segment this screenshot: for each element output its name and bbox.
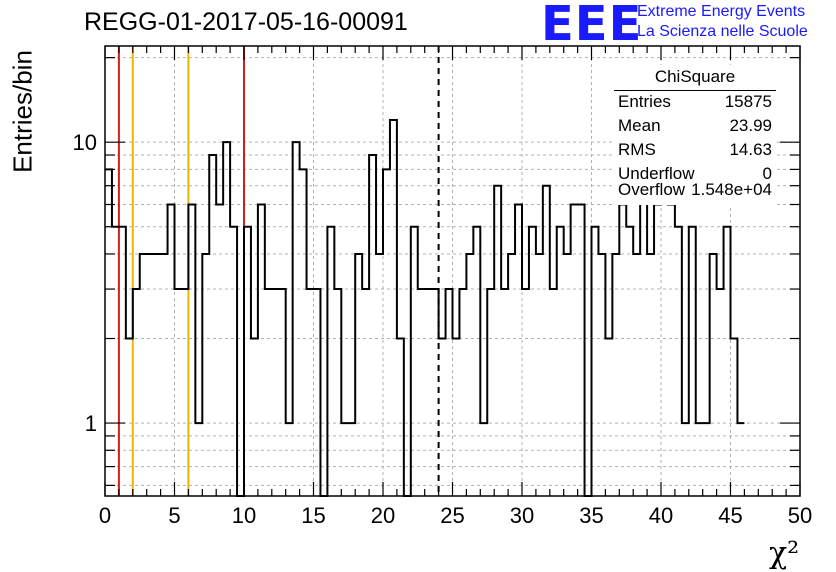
brand-line-1: Extreme Energy Events bbox=[637, 3, 806, 20]
grid-lines bbox=[105, 46, 800, 496]
stats-label: Underflow bbox=[618, 164, 695, 183]
stats-row-underflow: Underflow 0 bbox=[618, 164, 772, 188]
x-axis-label: χ² bbox=[769, 536, 800, 571]
x-tick-label: 50 bbox=[788, 503, 812, 528]
x-tick-label: 40 bbox=[649, 503, 673, 528]
x-tick-label: 10 bbox=[232, 503, 256, 528]
stats-value: 14.63 bbox=[729, 140, 772, 159]
y-tick-label: 1 bbox=[85, 411, 97, 436]
stats-label: RMS bbox=[618, 140, 656, 159]
brand-line-2: La Scienza nelle Scuole bbox=[637, 23, 808, 40]
chart-title: REGG-01-2017-05-16-00091 bbox=[84, 8, 408, 36]
y-axis-label: Entries/bin bbox=[7, 50, 38, 173]
x-tick-label: 20 bbox=[371, 503, 395, 528]
y-tick-label: 10 bbox=[73, 130, 97, 155]
x-tick-label: 5 bbox=[168, 503, 180, 528]
stats-divider bbox=[614, 90, 776, 91]
histogram-series bbox=[105, 118, 745, 497]
marker-lines bbox=[117, 46, 440, 496]
stats-title: ChiSquare bbox=[654, 67, 736, 86]
x-tick-label: 0 bbox=[99, 503, 111, 528]
stats-value: 15875 bbox=[724, 92, 772, 111]
stats-label: Overflow bbox=[618, 180, 686, 199]
x-tick-label: 35 bbox=[579, 503, 603, 528]
stats-value: 23.99 bbox=[729, 116, 772, 135]
x-tick-label: 30 bbox=[510, 503, 534, 528]
stats-row-mean: Mean 23.99 bbox=[618, 116, 772, 140]
axis-ticks bbox=[104, 46, 801, 496]
stats-value: 0 bbox=[762, 164, 772, 183]
x-tick-label: 25 bbox=[440, 503, 464, 528]
axis-tick-labels: 0 5 10 15 20 25 30 35 40 45 50 1 10 bbox=[73, 130, 813, 528]
stats-label: Entries bbox=[618, 92, 671, 111]
stats-label: Mean bbox=[618, 116, 661, 135]
stats-row-overflow: Overflow 1.548e+04 bbox=[618, 180, 772, 204]
x-tick-label: 15 bbox=[301, 503, 325, 528]
stats-value: 1.548e+04 bbox=[691, 180, 772, 199]
stats-row-entries: Entries 15875 bbox=[618, 92, 772, 116]
stats-box: ChiSquare Entries 15875 Mean 23.99 RMS 1… bbox=[614, 65, 776, 205]
stats-row-rms: RMS 14.63 bbox=[618, 140, 772, 164]
eee-logo: EEE bbox=[541, 0, 643, 52]
x-tick-label: 45 bbox=[718, 503, 742, 528]
